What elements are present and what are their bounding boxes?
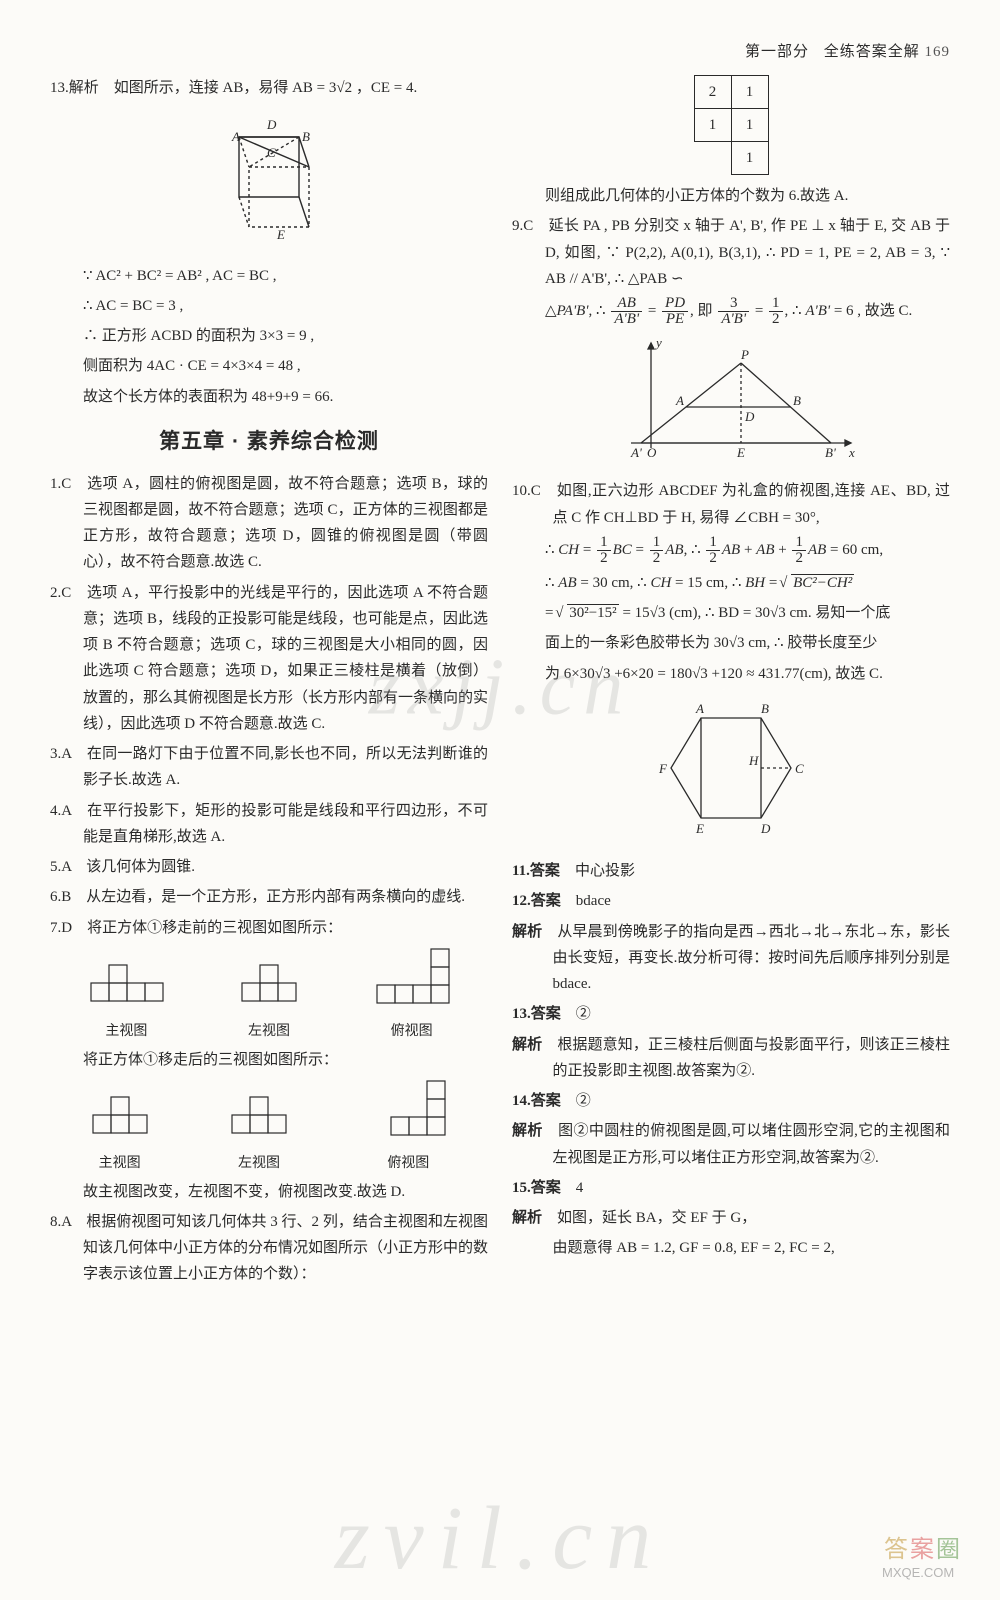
view-left-after: 左视图 (224, 1093, 294, 1177)
svg-text:B: B (793, 393, 801, 408)
svg-text:O: O (647, 445, 657, 460)
page: 第一部分 全练答案全解 169 13.解析 如图所示，连接 AB，易得 AB =… (0, 0, 1000, 1600)
header-part: 第一部分 (745, 44, 809, 60)
cap-front: 主视图 (81, 1020, 171, 1045)
svg-text:A: A (675, 393, 684, 408)
q13-l2: ∴ AC = BC = 3 , (50, 293, 488, 319)
q13-l5: 故这个长方体的表面积为 48+9+9 = 66. (50, 384, 488, 410)
svg-text:B: B (302, 129, 310, 144)
view-top-before: 俯视图 (367, 945, 457, 1045)
svg-text:A: A (695, 701, 704, 716)
q3: 3.A 在同一路灯下由于位置不同,影长也不同，所以无法判断谁的影子长.故选 A. (50, 741, 488, 794)
q15-jiexi: 解析 如图，延长 BA，交 EF 于 G， (512, 1205, 950, 1231)
view-left-before: 左视图 (234, 961, 304, 1045)
q10-head: 10.C 如图,正六边形 ABCDEF 为礼盒的俯视图,连接 AE、BD, 过点… (512, 478, 950, 531)
view-front-after: 主视图 (85, 1093, 155, 1177)
svg-text:P: P (740, 347, 749, 362)
svg-text:B': B' (825, 445, 836, 460)
svg-text:A': A' (630, 445, 642, 460)
q10-l6: 为 6×30√3 +6×20 = 180√3 +120 ≈ 431.77(cm)… (512, 661, 950, 687)
q7-mid: 将正方体①移走后的三视图如图所示： (50, 1047, 488, 1073)
views-before: 主视图 左视图 俯视图 (50, 945, 488, 1045)
cap-left2: 左视图 (224, 1152, 294, 1177)
cap-left: 左视图 (234, 1020, 304, 1045)
q15-l2: 由题意得 AB = 1.2, GF = 0.8, EF = 2, FC = 2, (512, 1235, 950, 1261)
svg-text:C: C (795, 761, 804, 776)
right-column: 21 11 1 则组成此几何体的小正方体的个数为 6.故选 A. 9.C 延长 … (512, 75, 950, 1292)
cap-top: 俯视图 (367, 1020, 457, 1045)
svg-text:y: y (654, 335, 662, 350)
hexagon-diagram: A B C D E F H (512, 693, 950, 852)
q13-l3: ∴ 正方形 ACBD 的面积为 3×3 = 9 , (50, 323, 488, 349)
q1: 1.C 选项 A，圆柱的俯视图是圆，故不符合题意；选项 B，球的三视图都是圆，故… (50, 471, 488, 576)
svg-text:x: x (848, 445, 855, 460)
q8: 8.A 根据俯视图可知该几何体共 3 行、2 列，结合主视图和左视图知该几何体中… (50, 1209, 488, 1288)
q13-l1: ∵ AC² + BC² = AB² , AC = BC , (50, 263, 488, 289)
q14: 14.答案 ② (512, 1088, 950, 1114)
q9-head: 9.C 延长 PA , PB 分别交 x 轴于 A', B', 作 PE ⊥ x… (512, 213, 950, 292)
svg-text:F: F (658, 761, 668, 776)
table-end: 则组成此几何体的小正方体的个数为 6.故选 A. (512, 183, 950, 209)
q5: 5.A 该几何体为圆锥. (50, 854, 488, 880)
q14-jiexi: 解析 图②中圆柱的俯视图是圆,可以堵住圆形空洞,它的主视图和左视图是正方形,可以… (512, 1118, 950, 1171)
cap-top2: 俯视图 (363, 1152, 453, 1177)
q6: 6.B 从左边看，是一个正方形，正方形内部有两条横向的虚线. (50, 884, 488, 910)
svg-text:MXQE.COM: MXQE.COM (882, 1565, 954, 1580)
q9-frac: △PA'B', ∴ ABA'B' = PDPE, 即 3A'B' = 12, ∴… (512, 296, 950, 327)
q10-l2: ∴ CH = 12BC = 12AB, ∴ 12AB + AB + 12AB =… (512, 535, 950, 566)
page-header: 第一部分 全练答案全解 169 (50, 40, 950, 61)
left-column: 13.解析 如图所示，连接 AB，易得 AB = 3√2 ，CE = 4. (50, 75, 488, 1292)
svg-text:E: E (276, 227, 285, 242)
q11: 11.答案 中心投影 (512, 858, 950, 884)
svg-text:E: E (736, 445, 745, 460)
svg-text:B: B (761, 701, 769, 716)
view-top-after: 俯视图 (363, 1077, 453, 1177)
q2: 2.C 选项 A，平行投影中的光线是平行的，因此选项 A 不符合题意；选项 B，… (50, 580, 488, 738)
cap-front2: 主视图 (85, 1152, 155, 1177)
q13-head: 13.解析 如图所示，连接 AB，易得 AB = 3√2 ，CE = 4. (50, 75, 488, 101)
svg-text:H: H (748, 753, 759, 768)
svg-text:A: A (231, 129, 240, 144)
svg-text:D: D (744, 409, 755, 424)
cube-count-table: 21 11 1 (694, 75, 769, 175)
svg-text:案: 案 (910, 1536, 934, 1563)
q10-l4: = 30²−15² = 15√3 (cm), ∴ BD = 30√3 cm. 易… (512, 600, 950, 626)
q13-jiexi: 解析 根据题意知，正三棱柱后侧面与投影面平行，则该正三棱柱的正投影即主视图.故答… (512, 1032, 950, 1085)
q4: 4.A 在平行投影下，矩形的投影可能是线段和平行四边形，不可能是直角梯形,故选 … (50, 798, 488, 851)
watermark-2: zvil.cn (335, 1487, 665, 1590)
q13: 13.答案 ② (512, 1001, 950, 1027)
q7-end: 故主视图改变，左视图不变，俯视图改变.故选 D. (50, 1179, 488, 1205)
svg-text:D: D (266, 117, 277, 132)
view-front-before: 主视图 (81, 961, 171, 1045)
q10-l3: ∴ AB = 30 cm, ∴ CH = 15 cm, ∴ BH = BC²−C… (512, 570, 950, 596)
content-columns: 13.解析 如图所示，连接 AB，易得 AB = 3√2 ，CE = 4. (50, 75, 950, 1292)
triangle-diagram: y P A B D A' O E B' x (512, 333, 950, 472)
svg-text:C: C (267, 145, 276, 160)
q12-jiexi: 解析 从早晨到傍晚影子的指向是西→西北→北→东北→东，影长由长变短，再变长.故分… (512, 919, 950, 998)
svg-text:E: E (695, 821, 704, 836)
header-subtitle: 全练答案全解 (824, 44, 920, 60)
header-page: 169 (925, 44, 951, 60)
stamp-line1: 答 (884, 1536, 908, 1563)
views-after: 主视图 左视图 俯视图 (50, 1077, 488, 1177)
q10-l5: 面上的一条彩色胶带长为 30√3 cm, ∴ 胶带长度至少 (512, 630, 950, 656)
svg-text:圈: 圈 (936, 1537, 960, 1563)
chapter-title: 第五章 · 素养综合检测 (50, 424, 488, 461)
q13-l4: 侧面积为 4AC · CE = 4×3×4 = 48 , (50, 353, 488, 379)
q15: 15.答案 4 (512, 1175, 950, 1201)
source-stamp: 答 案 圈 MXQE.COM (874, 1529, 994, 1594)
q7-head: 7.D 将正方体①移走前的三视图如图所示： (50, 915, 488, 941)
cube-diagram: A B C D E (50, 107, 488, 256)
q12: 12.答案 bdace (512, 888, 950, 914)
svg-text:D: D (760, 821, 771, 836)
